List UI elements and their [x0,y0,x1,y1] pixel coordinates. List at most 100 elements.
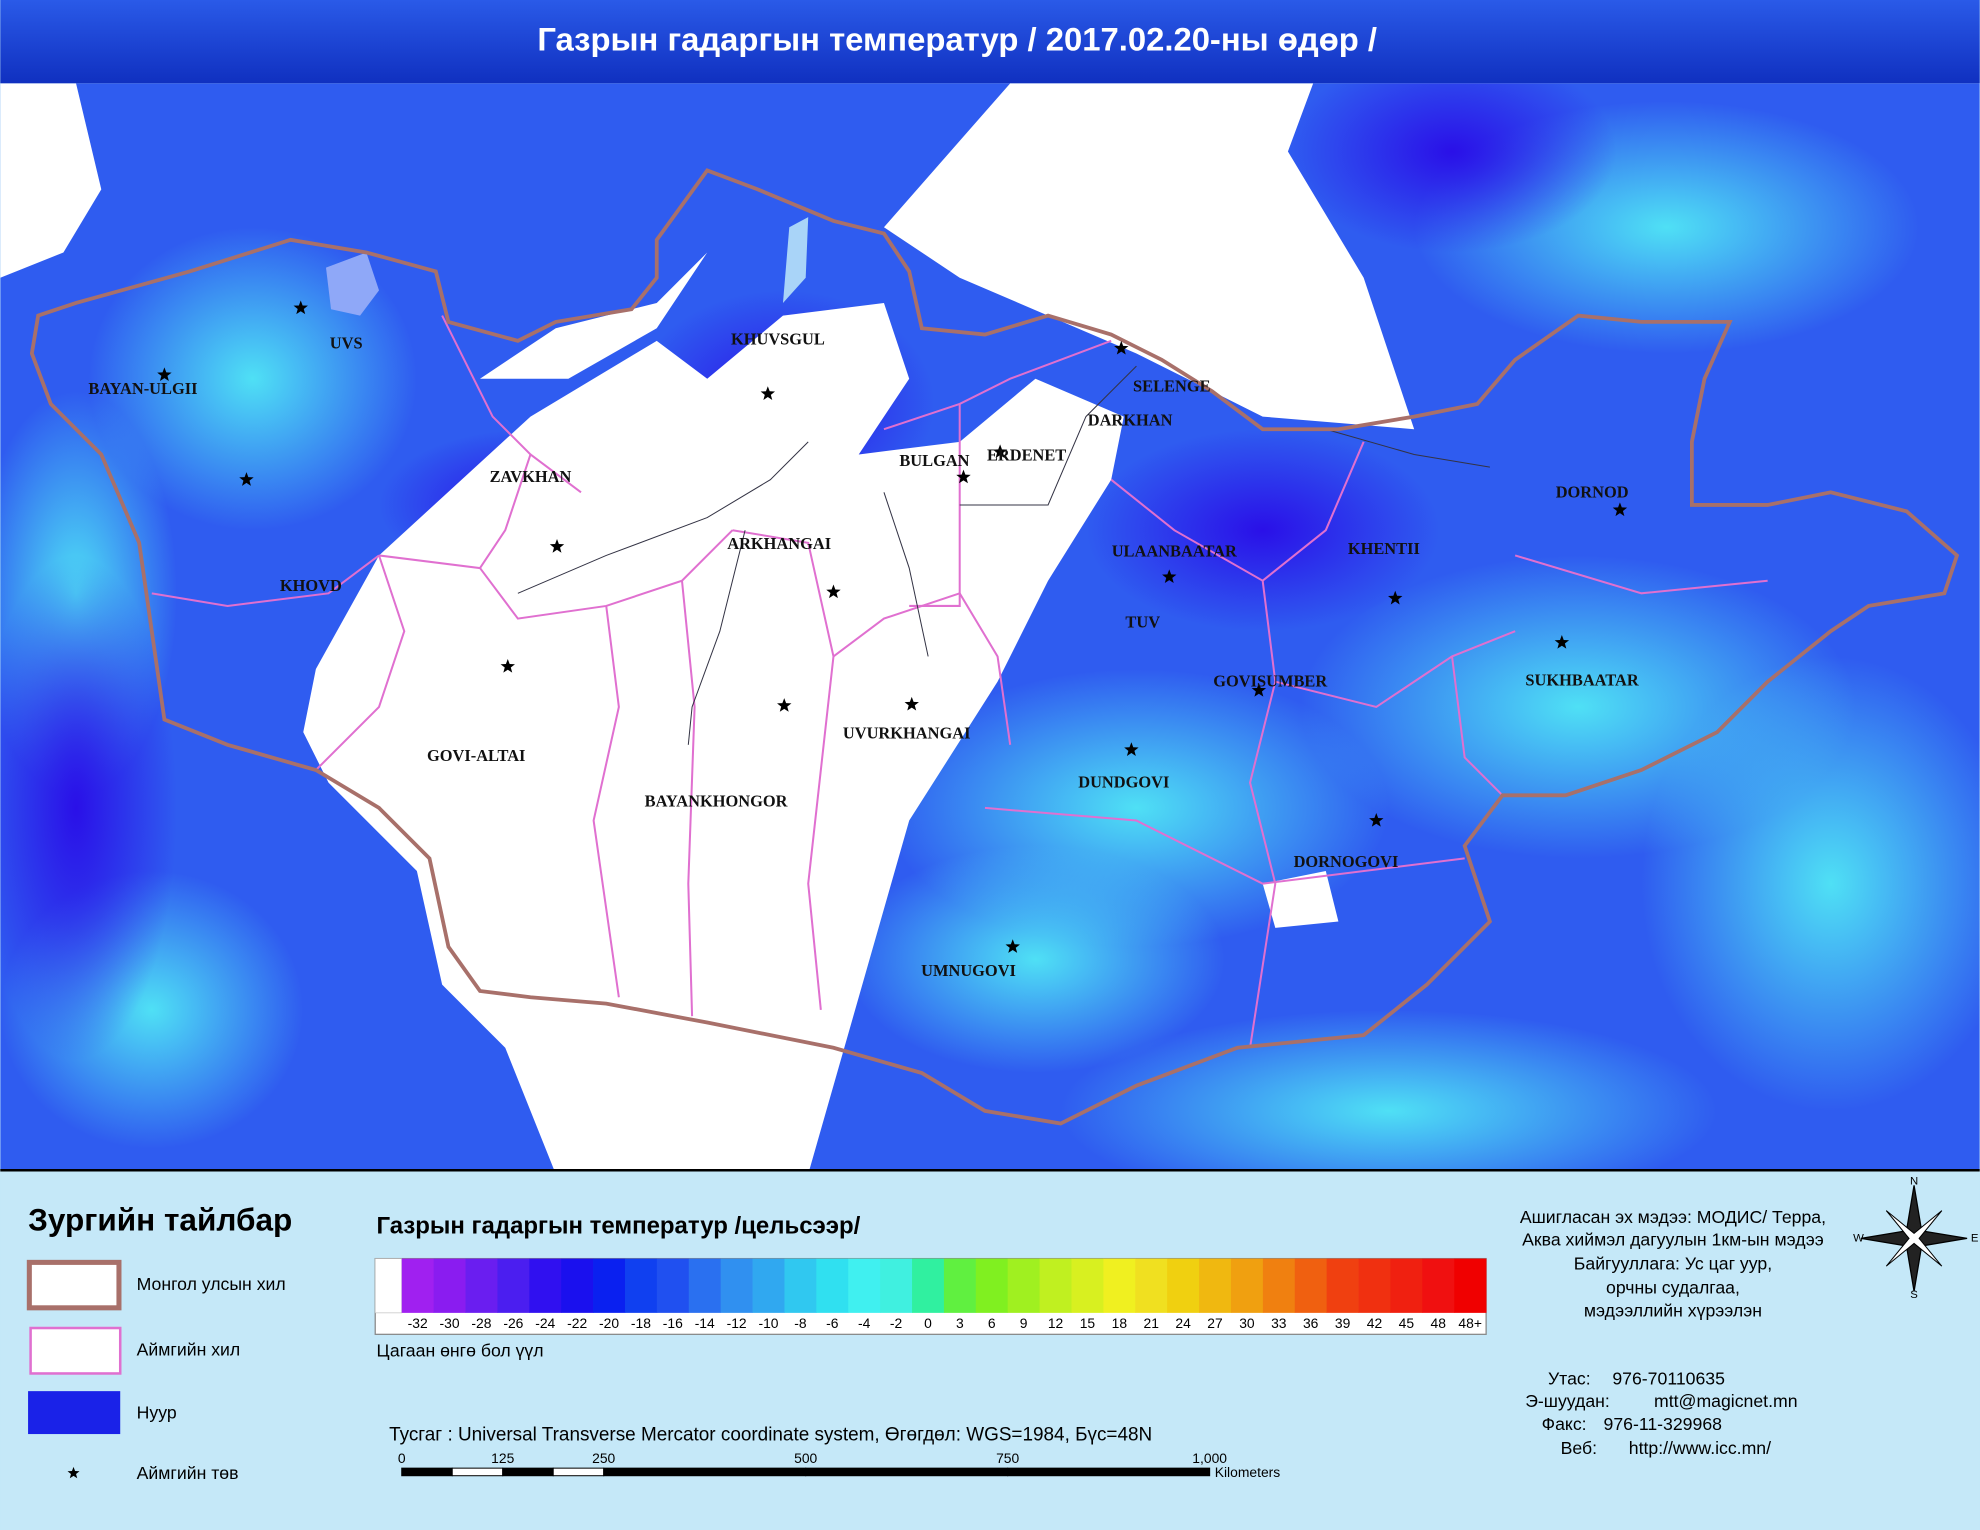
colorbar-cell [1230,1258,1264,1313]
cloud-area [480,252,708,379]
colorbar-label: -6 [826,1315,839,1331]
colorbar-cell [561,1258,594,1313]
colorbar-label: 45 [1399,1315,1415,1331]
scale-label: 1,000 [1192,1450,1227,1466]
aimag-boundary [151,554,380,607]
aimag-center [1124,742,1139,756]
colorbar-label: -12 [727,1315,747,1331]
legend-item: Аймгийн төв [137,1463,239,1483]
aimag-center [1612,502,1628,517]
place-label: UVS [330,333,363,352]
colorbar-cell [1103,1258,1136,1313]
aimag-center [1114,340,1129,355]
aimag-center [1369,812,1384,827]
aimag-center [956,469,971,484]
colorbar-cell [1167,1258,1200,1313]
place-label: ZAVKHAN [490,467,572,486]
page-title: Газрын гадаргын температур / 2017.02.20-… [537,20,1377,57]
scale-label: 250 [592,1450,615,1466]
colorbar-cell [720,1258,753,1313]
legend-item: Аймгийн хил [137,1339,241,1359]
scale-label: 750 [996,1450,1019,1466]
place-label: TUV [1125,612,1160,631]
compass-n: N [1910,1176,1918,1188]
surface-patch [1287,83,1617,253]
colorbar-cell [1454,1258,1487,1313]
scale-segment [451,1467,504,1477]
place-label: DARKHAN [1088,410,1173,429]
colorbar-label: 33 [1271,1315,1287,1331]
aimag-center [500,658,515,673]
place-label: ARKHANGAI [727,534,831,553]
aimag-boundary [909,403,961,607]
place-label: KHENTII [1348,539,1420,558]
contact-label: Утас: [1548,1368,1591,1388]
aimag-center [157,367,172,382]
colorbar-label: 36 [1303,1315,1319,1331]
aimag-center [760,386,776,400]
aimag-boundary [1275,630,1516,709]
aimag-center [826,584,841,599]
place-label: ULAANBAATAR [1112,542,1237,561]
aimag-boundary [441,315,582,494]
colorbar-cell [529,1258,562,1313]
scale-segment [805,1467,1009,1477]
legend-item: Нуур [137,1403,177,1423]
colorbar-cell [593,1258,626,1313]
aimag-center [1005,939,1020,953]
colorbar-label: -18 [631,1315,651,1331]
source-line: Ашигласан эх мэдээ: МОДИС/ Терра, [1520,1207,1826,1227]
colorbar-cell [1326,1258,1359,1313]
colorbar-label: 6 [988,1315,996,1331]
header-bar [0,0,1980,84]
map: UVS BAYAN-ULGII KHUVSGUL SELENGE DARKHAN BULG… [0,83,1980,1171]
colorbar-label: 3 [956,1315,964,1331]
colorbar-cell [880,1258,913,1313]
colorbar-label: 27 [1207,1315,1223,1331]
colorbar-label: 15 [1080,1315,1096,1331]
colorbar-label: 24 [1175,1315,1191,1331]
aimag-boundary [984,806,1465,885]
compass-w: W [1853,1232,1864,1244]
scale-segment [502,1467,554,1477]
colorbar-cell [401,1258,435,1313]
colorbar-cell [816,1258,849,1313]
aimag-boundary [378,529,734,620]
place-label: BULGAN [899,451,969,470]
surface-patch [1641,656,1980,1111]
colorbar-cell [1390,1258,1423,1313]
contact-label: Факс: [1542,1414,1587,1434]
place-label: DORNOGOVI [1294,852,1399,871]
compass-s: S [1910,1289,1918,1301]
legend-symbol-border [26,1259,122,1311]
scale-label: 0 [398,1450,406,1466]
aimag-center [1388,590,1403,605]
colorbar-cell [1007,1258,1040,1313]
legend-title: Зургийн тайлбар [28,1201,292,1237]
place-label: ERDENET [987,446,1066,465]
colorbar-label: 21 [1144,1315,1160,1331]
colorbar-label: -16 [663,1315,683,1331]
colorbar-label: 48 [1431,1315,1447,1331]
colorbar-cell [1199,1258,1232,1313]
scale-label: 125 [491,1450,514,1466]
surface-patch [1060,1009,1718,1171]
colorbar-label: -8 [794,1315,807,1331]
surface-patch [846,845,1225,1074]
cloud-area [883,83,1415,430]
contact-label: Веб: [1561,1438,1597,1458]
colorbar-note: Цагаан өнгө бол үүл [376,1341,543,1361]
colorbar-cell [784,1258,817,1313]
source-line: орчны судалгаа, [1606,1278,1740,1298]
colorbar-cell [1071,1258,1104,1313]
source-line: Аква хиймэл дагуулын 1км-ын мэдээ [1522,1230,1824,1250]
colorbar-label: -22 [567,1315,587,1331]
surface-patch [0,555,177,1061]
place-label: BAYAN-ULGII [88,379,197,398]
river [1325,428,1490,468]
contact-value: http://www.icc.mn/ [1629,1438,1771,1458]
place-label: GOVI-ALTAI [427,746,525,765]
colorbar-label: -28 [471,1315,491,1331]
